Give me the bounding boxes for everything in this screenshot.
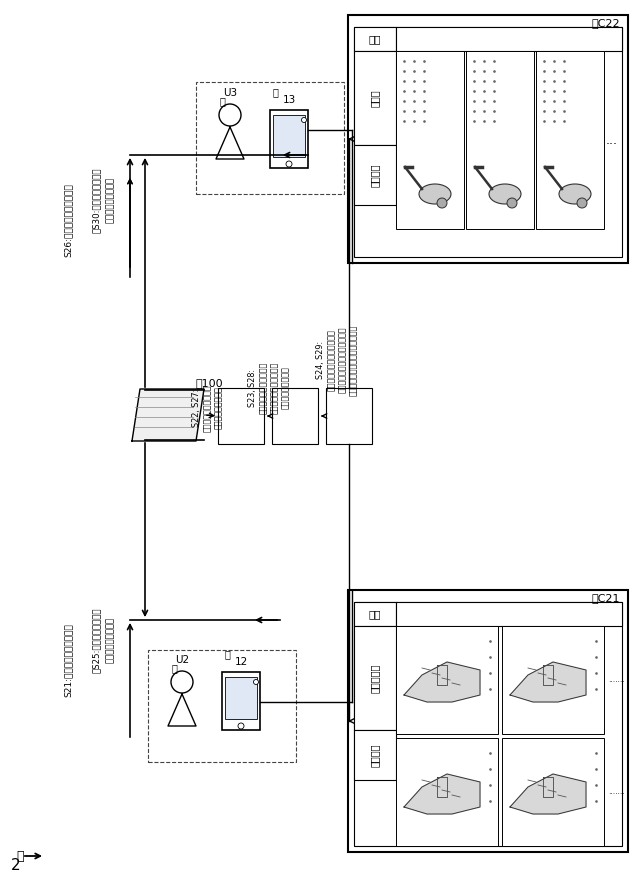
Polygon shape xyxy=(132,389,204,441)
Text: 検索結果をリスト形式とするか: 検索結果をリスト形式とするか xyxy=(337,326,346,393)
Text: グリッド形式とするかを決定する: グリッド形式とするかを決定する xyxy=(349,325,358,396)
Bar xyxy=(396,738,498,846)
Bar xyxy=(270,110,308,168)
Bar xyxy=(354,27,622,257)
Text: 2: 2 xyxy=(11,858,21,873)
Circle shape xyxy=(253,680,259,684)
Bar xyxy=(225,677,257,719)
Bar xyxy=(196,82,344,194)
Bar xyxy=(354,730,396,780)
Text: S21:検索クエリを受付ける: S21:検索クエリを受付ける xyxy=(63,624,72,697)
Polygon shape xyxy=(404,774,480,814)
Circle shape xyxy=(171,671,193,693)
Bar xyxy=(536,51,604,229)
Ellipse shape xyxy=(559,184,591,204)
Bar xyxy=(348,15,628,263)
Text: 掃除機: 掃除機 xyxy=(370,89,380,107)
Bar xyxy=(466,51,534,229)
Bar xyxy=(354,602,396,626)
Polygon shape xyxy=(510,662,586,702)
Circle shape xyxy=(219,104,241,126)
Text: ～C22: ～C22 xyxy=(592,18,620,28)
Bar xyxy=(222,672,260,730)
Circle shape xyxy=(507,198,517,208)
Text: 検索結果を提供する: 検索結果を提供する xyxy=(106,177,115,223)
Text: S23, S28:: S23, S28: xyxy=(248,369,257,407)
Bar xyxy=(354,27,396,51)
Text: S26:検索クエリを受付ける: S26:検索クエリを受付ける xyxy=(63,183,72,257)
Polygon shape xyxy=(168,694,196,726)
Text: 〈S30:決定した形式で、: 〈S30:決定した形式で、 xyxy=(92,168,100,233)
Bar xyxy=(396,51,464,229)
Text: ～: ～ xyxy=(171,663,177,673)
Text: ...: ... xyxy=(606,134,618,146)
Bar xyxy=(354,602,622,846)
Text: S22, S27:: S22, S27: xyxy=(191,389,200,427)
Text: 13: 13 xyxy=(282,95,296,105)
Bar xyxy=(354,626,396,730)
Text: ～C21: ～C21 xyxy=(592,593,620,603)
Bar xyxy=(354,51,396,145)
Text: 12: 12 xyxy=(234,657,248,667)
Bar xyxy=(396,27,622,51)
Text: ～100: ～100 xyxy=(196,378,223,388)
Text: S24, S29:: S24, S29: xyxy=(316,341,324,379)
Polygon shape xyxy=(216,127,244,159)
Polygon shape xyxy=(510,774,586,814)
Text: 取引対象を検索する: 取引対象を検索する xyxy=(214,386,223,429)
Ellipse shape xyxy=(489,184,521,204)
Circle shape xyxy=(301,118,307,122)
Text: 検索した取引対象のうち: 検索した取引対象のうち xyxy=(259,362,268,414)
Text: 特定したカテゴリに応じて、: 特定したカテゴリに応じて、 xyxy=(326,329,335,391)
Text: 検索クエリと対応する: 検索クエリと対応する xyxy=(202,384,211,432)
Bar xyxy=(272,388,318,444)
Bar xyxy=(396,626,498,734)
Text: .......: ....... xyxy=(608,788,624,797)
Text: 検索結果: 検索結果 xyxy=(370,163,380,186)
Text: 検索結果を提供する: 検索結果を提供する xyxy=(106,617,115,663)
Bar xyxy=(502,626,604,734)
Text: 多数の取引対象が属する: 多数の取引対象が属する xyxy=(269,362,278,414)
Text: 検索結果: 検索結果 xyxy=(370,743,380,767)
Circle shape xyxy=(437,198,447,208)
Text: 検索: 検索 xyxy=(369,609,381,619)
Text: .......: ....... xyxy=(608,675,624,684)
Bar xyxy=(348,590,628,852)
Ellipse shape xyxy=(419,184,451,204)
Bar xyxy=(148,650,296,762)
Bar xyxy=(354,145,396,205)
Circle shape xyxy=(577,198,587,208)
Text: U2: U2 xyxy=(175,655,189,665)
Circle shape xyxy=(238,723,244,729)
Bar xyxy=(218,388,264,444)
Bar xyxy=(326,388,372,444)
Text: 検索: 検索 xyxy=(369,34,381,44)
Bar xyxy=(273,115,305,157)
Text: スニーカー: スニーカー xyxy=(370,664,380,693)
Text: ～: ～ xyxy=(16,850,24,863)
Text: ～: ～ xyxy=(219,96,225,106)
Text: 〈S25:決定した形式で、: 〈S25:決定した形式で、 xyxy=(92,607,100,673)
Polygon shape xyxy=(404,662,480,702)
Text: カテゴリを特定する: カテゴリを特定する xyxy=(280,367,289,409)
Text: U3: U3 xyxy=(223,88,237,98)
Bar xyxy=(396,602,622,626)
Text: ～: ～ xyxy=(224,649,230,659)
Text: ～: ～ xyxy=(272,87,278,97)
Bar xyxy=(502,738,604,846)
Circle shape xyxy=(286,161,292,167)
